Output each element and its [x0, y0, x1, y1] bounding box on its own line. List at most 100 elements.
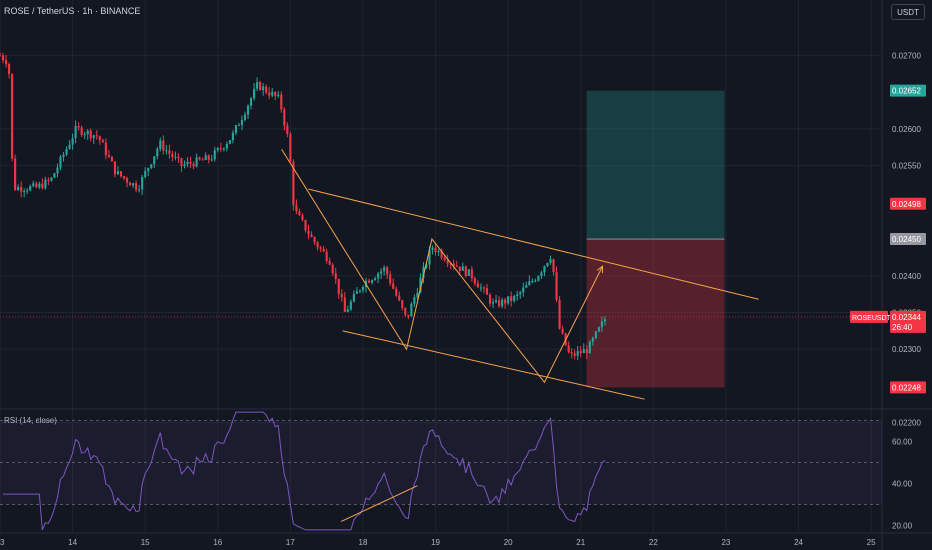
candle-body	[107, 155, 110, 157]
candle	[144, 167, 147, 179]
candle-body	[74, 125, 77, 139]
candle	[110, 155, 113, 162]
candle	[132, 182, 135, 188]
candle-body	[467, 269, 470, 276]
candle	[519, 290, 522, 299]
candle	[47, 177, 50, 186]
candle	[240, 115, 244, 131]
candle	[540, 270, 543, 280]
channel-upper-line	[308, 188, 759, 300]
candle-body	[129, 182, 132, 186]
candle	[573, 349, 576, 360]
candle-body	[204, 155, 207, 160]
candle-body	[367, 280, 371, 283]
rsi-indicator-label[interactable]: RSI (14, close)	[4, 416, 57, 425]
candle	[482, 285, 486, 294]
candle-body	[304, 219, 307, 231]
candle	[485, 283, 489, 295]
candle-body	[552, 259, 555, 273]
candle-body	[295, 204, 298, 212]
candle-body	[419, 277, 422, 293]
candle-body	[189, 161, 192, 164]
candle	[467, 269, 470, 277]
candle-body	[213, 150, 216, 160]
candle-body	[600, 321, 603, 328]
candle-body	[26, 190, 29, 192]
candle-body	[588, 341, 591, 354]
candle	[576, 345, 579, 361]
candle	[129, 181, 132, 186]
candle-body	[234, 125, 237, 133]
candle-body	[516, 294, 519, 296]
candle	[71, 133, 74, 150]
candle	[141, 174, 144, 195]
candle	[392, 278, 395, 290]
candle	[455, 260, 458, 268]
time-tick-label: 17	[286, 538, 295, 547]
candle-body	[440, 250, 443, 258]
candle-body	[86, 130, 89, 135]
candle	[138, 185, 141, 193]
candle-body	[410, 303, 413, 317]
candle	[268, 87, 271, 100]
candle-body	[183, 164, 186, 167]
candle-body	[153, 156, 156, 165]
candle-body	[246, 105, 250, 115]
candle-body	[358, 290, 361, 292]
price-tag	[890, 381, 926, 394]
candle-body	[138, 189, 141, 191]
candle-body	[259, 82, 262, 91]
candle-body	[413, 297, 416, 304]
candle-body	[546, 263, 549, 267]
candle-body	[225, 143, 228, 149]
candle-body	[513, 295, 516, 301]
candle	[153, 156, 156, 168]
candle-body	[92, 135, 95, 139]
candle	[473, 276, 476, 286]
candle-body	[77, 125, 80, 128]
candle-body	[274, 92, 277, 96]
candle-body	[262, 86, 265, 91]
candle-body	[113, 161, 116, 175]
candle-body	[401, 300, 404, 308]
candle	[543, 265, 546, 277]
candle-body	[125, 178, 129, 183]
candle	[377, 271, 380, 284]
candle-body	[337, 278, 340, 295]
candle	[386, 265, 389, 280]
candle-body	[62, 154, 65, 157]
position-target-zone	[586, 90, 725, 240]
candle	[77, 122, 80, 131]
candle-body	[231, 132, 234, 141]
chart-title: ROSE / TetherUS · 1h · BINANCE	[4, 6, 141, 16]
candle-body	[20, 187, 23, 192]
candle	[383, 265, 386, 276]
candle-body	[17, 187, 20, 190]
candle-body	[150, 164, 153, 169]
candle	[328, 257, 331, 266]
candle-body	[98, 136, 101, 141]
time-tick-label: 19	[431, 538, 440, 547]
candle-body	[464, 266, 467, 276]
candle-body	[519, 292, 522, 295]
candle	[32, 180, 35, 188]
currency-button[interactable]: USDT	[891, 4, 925, 20]
candle	[180, 157, 183, 172]
candle-body	[286, 125, 289, 135]
candle-body	[343, 297, 346, 312]
candle-body	[8, 64, 11, 74]
candle-body	[352, 293, 355, 302]
candle	[295, 199, 298, 214]
candle	[95, 130, 98, 140]
candle-body	[222, 148, 225, 150]
candle-body	[443, 257, 446, 261]
candle-body	[555, 272, 558, 300]
candle-body	[377, 273, 380, 279]
candle-body	[491, 302, 495, 304]
candle	[62, 152, 65, 162]
candle-body	[383, 267, 386, 272]
candle-body	[470, 269, 473, 279]
candle-body	[594, 331, 597, 339]
candle	[274, 91, 277, 101]
